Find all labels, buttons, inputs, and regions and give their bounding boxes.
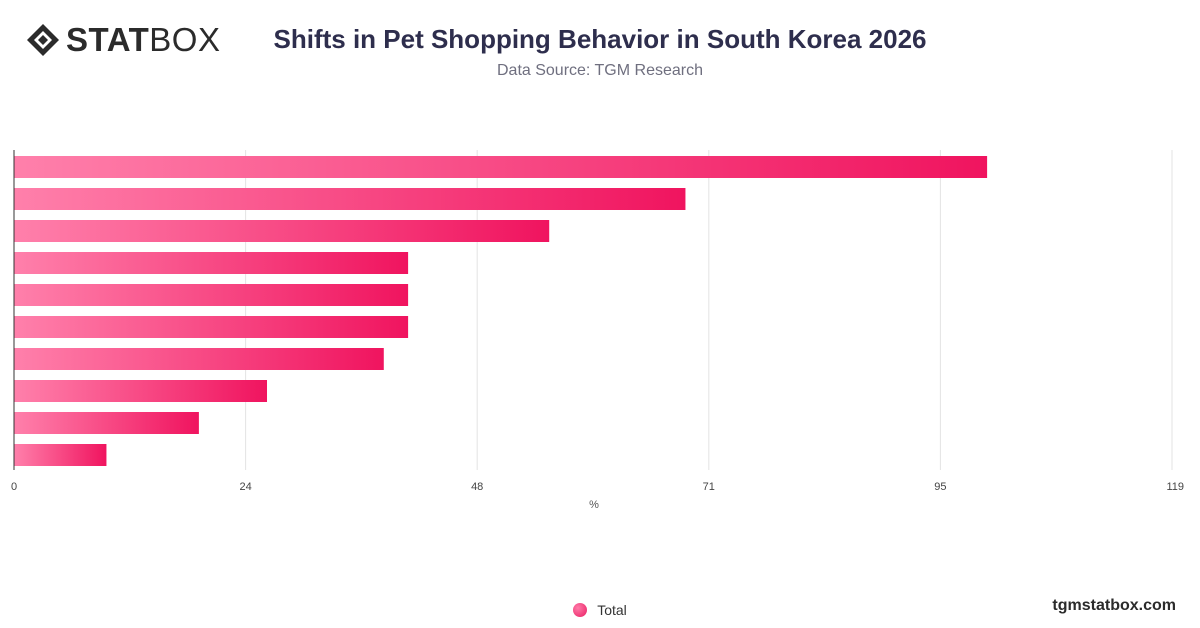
- bar-total-2[interactable]: [14, 188, 686, 210]
- logo-text-light: BOX: [149, 21, 221, 58]
- legend-swatch-total: [573, 603, 588, 617]
- x-tick-label: 24: [239, 481, 251, 493]
- bar-total-3[interactable]: [14, 220, 550, 242]
- chart-title: Shifts in Pet Shopping Behavior in South…: [273, 24, 927, 54]
- bars: [14, 156, 988, 466]
- logo-text-bold: STAT: [66, 21, 150, 58]
- x-tick-label: 119: [1166, 481, 1184, 493]
- bar-total-5[interactable]: [14, 284, 409, 306]
- x-tick-label: 95: [934, 481, 946, 493]
- x-tick-label: 48: [471, 481, 483, 493]
- x-axis-label: %: [589, 499, 599, 511]
- bar-total-1[interactable]: [14, 156, 988, 178]
- bar-total-10[interactable]: [14, 444, 107, 466]
- bar-total-9[interactable]: [14, 412, 199, 434]
- bar-total-8[interactable]: [14, 380, 268, 402]
- legend-label-total: Total: [597, 602, 627, 618]
- bar-total-6[interactable]: [14, 316, 409, 338]
- bar-total-7[interactable]: [14, 348, 384, 370]
- x-tick-labels: 0 24 48 71 95 119: [11, 481, 1184, 493]
- chart-legend[interactable]: Total: [0, 602, 1200, 618]
- footer-site-link[interactable]: tgmstatbox.com: [1052, 597, 1176, 614]
- statbox-logo: STATBOX: [26, 22, 220, 58]
- x-tick-label: 71: [703, 481, 715, 493]
- logo-text: STATBOX: [66, 22, 220, 58]
- bar-total-4[interactable]: [14, 252, 409, 274]
- bar-chart: 0 24 48 71 95 119 %: [11, 150, 1184, 511]
- x-tick-label: 0: [11, 481, 17, 493]
- diamond-logo-icon: [27, 24, 59, 56]
- chart-subtitle: Data Source: TGM Research: [496, 62, 703, 79]
